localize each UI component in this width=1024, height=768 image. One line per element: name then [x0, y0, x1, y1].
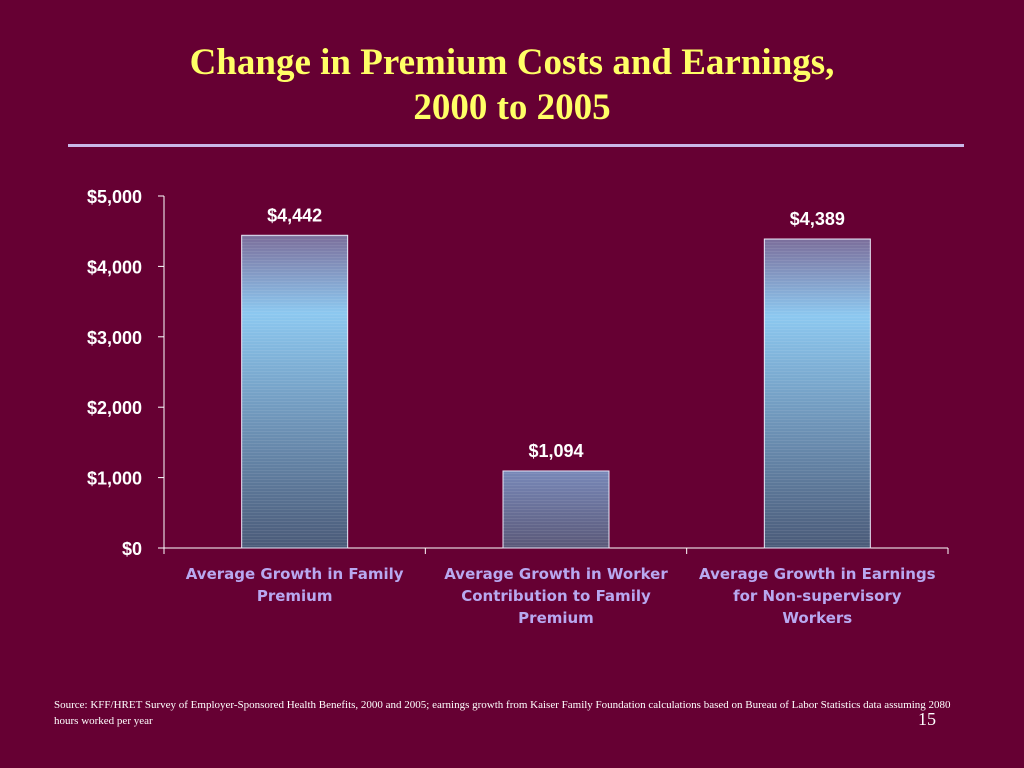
y-tick-label: $3,000	[87, 328, 142, 348]
category-label: Average Growth in Family	[186, 565, 404, 583]
category-label: Average Growth in Worker	[444, 565, 668, 583]
category-label: Contribution to Family	[461, 587, 651, 605]
title-divider	[68, 144, 964, 147]
category-label: Premium	[257, 587, 333, 605]
data-label: $4,389	[790, 209, 845, 229]
page-number: 15	[918, 709, 936, 729]
y-tick-label: $4,000	[87, 257, 142, 277]
title-line-1: Change in Premium Costs and Earnings,	[189, 42, 835, 83]
category-label: Premium	[518, 609, 594, 627]
title-line-2: 2000 to 2005	[413, 87, 611, 128]
bar-texture	[503, 470, 609, 548]
y-tick-label: $5,000	[87, 187, 142, 207]
bar-texture	[764, 239, 871, 548]
bar-chart: $0 $1,000 $2,000 $3,000 $4,000 $5,000 $4,442 Av…	[87, 187, 949, 627]
data-label: $1,094	[528, 441, 583, 461]
source-note: Source: KFF/HRET Survey of Employer-Spon…	[54, 699, 951, 727]
category-label: for Non-supervisory	[733, 587, 902, 605]
bar-texture	[241, 235, 348, 548]
category-label: Average Growth in Earnings	[699, 565, 936, 583]
data-label: $4,442	[267, 205, 322, 225]
y-tick-label: $1,000	[87, 469, 142, 489]
y-tick-label: $2,000	[87, 398, 142, 418]
category-label: Workers	[782, 609, 852, 627]
y-tick-label: $0	[122, 539, 142, 559]
slide-title: Change in Premium Costs and Earnings, 20…	[0, 40, 1024, 130]
